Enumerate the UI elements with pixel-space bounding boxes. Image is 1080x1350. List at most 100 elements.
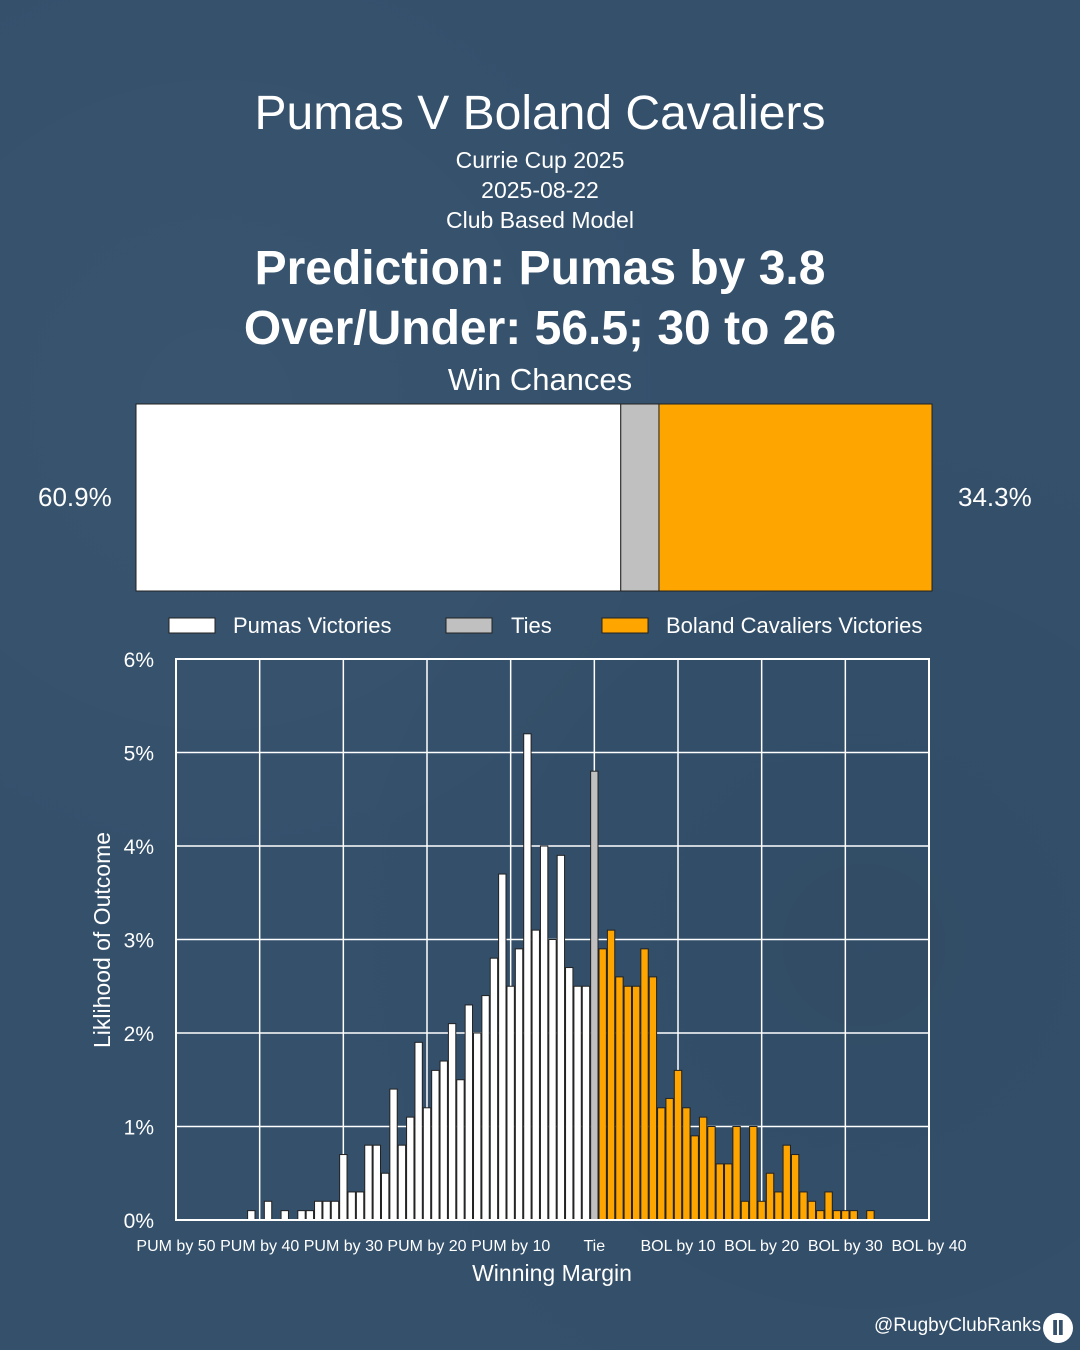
bar-boland bbox=[790, 1154, 800, 1221]
bar-boland bbox=[665, 1097, 674, 1221]
y-tick-label: 6% bbox=[124, 649, 154, 672]
bar-pumas bbox=[539, 845, 549, 1221]
bar-boland bbox=[690, 1135, 699, 1221]
bar-pumas bbox=[355, 1191, 365, 1221]
bar-pumas bbox=[380, 1172, 390, 1221]
bar-pumas bbox=[498, 873, 507, 1221]
bar-pumas bbox=[397, 1144, 407, 1221]
bar-pumas bbox=[364, 1144, 373, 1221]
bar-pumas bbox=[314, 1200, 323, 1221]
bar-pumas bbox=[422, 1107, 432, 1221]
bar-pumas bbox=[406, 1116, 415, 1221]
bar-boland bbox=[606, 929, 616, 1221]
bar-boland bbox=[673, 1069, 683, 1221]
bar-boland bbox=[757, 1200, 766, 1221]
model-label: Club Based Model bbox=[446, 207, 634, 233]
pumas-win-pct: 60.9% bbox=[38, 482, 112, 512]
x-tick-label: PUM by 40 bbox=[220, 1238, 299, 1255]
bar-boland bbox=[657, 1107, 666, 1221]
bar-boland bbox=[807, 1200, 817, 1221]
bar-boland bbox=[849, 1210, 858, 1221]
plot-frame bbox=[175, 658, 930, 1221]
x-tick-label: BOL by 30 bbox=[808, 1238, 883, 1255]
bar-pumas bbox=[531, 929, 540, 1221]
legend-label-boland: Boland Cavaliers Victories bbox=[666, 613, 922, 638]
x-tick-label: BOL by 10 bbox=[640, 1238, 715, 1255]
legend-swatch-ties bbox=[445, 617, 493, 634]
twitter-handle: @RugbyClubRanks bbox=[874, 1315, 1042, 1336]
legend: Pumas Victories Ties Boland Cavaliers Vi… bbox=[168, 613, 922, 638]
y-tick-labels: 0% 1% 2% 3% 4% 5% 6% bbox=[124, 649, 154, 1233]
legend-swatch-pumas bbox=[168, 617, 216, 634]
bar-boland bbox=[623, 985, 632, 1221]
y-tick-label: 2% bbox=[124, 1023, 154, 1046]
bar-pumas bbox=[514, 948, 524, 1221]
x-tick-label: PUM by 10 bbox=[471, 1238, 550, 1255]
x-tick-label: PUM by 30 bbox=[304, 1238, 383, 1255]
competition-label: Currie Cup 2025 bbox=[455, 147, 625, 173]
bar-pumas bbox=[506, 985, 515, 1221]
bar-boland bbox=[707, 1126, 716, 1221]
y-axis-label: Liklihood of Outcome bbox=[89, 832, 115, 1048]
bar-pumas bbox=[523, 733, 532, 1221]
bar-boland bbox=[832, 1210, 842, 1221]
win-chances-bar bbox=[135, 403, 933, 592]
bar-boland bbox=[732, 1126, 741, 1221]
x-tick-label: PUM by 50 bbox=[136, 1238, 215, 1255]
bar-boland bbox=[698, 1116, 708, 1221]
bar-boland bbox=[841, 1210, 850, 1221]
x-tick-label: BOL by 40 bbox=[891, 1238, 966, 1255]
bar-pumas bbox=[322, 1200, 331, 1221]
bar-pumas bbox=[431, 1069, 440, 1221]
bar-boland bbox=[648, 976, 658, 1221]
bar-pumas bbox=[389, 1088, 398, 1221]
brand-logo-icon: Ⅱ bbox=[1043, 1313, 1073, 1343]
y-tick-label: 5% bbox=[124, 743, 154, 766]
over-under-text: Over/Under: 56.5; 30 to 26 bbox=[243, 302, 837, 355]
bar-pumas bbox=[347, 1191, 356, 1221]
y-tick-label: 4% bbox=[124, 836, 154, 859]
match-date: 2025-08-22 bbox=[481, 177, 599, 203]
y-tick-label: 3% bbox=[124, 930, 154, 953]
ties-segment bbox=[620, 403, 660, 592]
bar-pumas bbox=[464, 1004, 474, 1221]
bar-pumas bbox=[456, 1079, 465, 1221]
bar-pumas bbox=[339, 1154, 348, 1221]
bar-boland bbox=[631, 985, 641, 1221]
bar-boland bbox=[740, 1200, 750, 1221]
bar-pumas bbox=[473, 1032, 482, 1221]
bar-boland bbox=[598, 948, 607, 1221]
bar-pumas bbox=[297, 1210, 306, 1221]
chart-bars bbox=[247, 733, 875, 1221]
pumas-win-segment bbox=[135, 403, 622, 592]
bar-pumas bbox=[414, 1041, 423, 1221]
bar-pumas bbox=[548, 939, 557, 1221]
bar-boland bbox=[682, 1107, 691, 1221]
bar-pumas bbox=[247, 1210, 256, 1221]
boland-win-pct: 34.3% bbox=[958, 482, 1032, 512]
legend-label-pumas: Pumas Victories bbox=[233, 613, 392, 638]
page-title: Pumas V Boland Cavaliers bbox=[254, 87, 826, 140]
bar-pumas bbox=[573, 985, 582, 1221]
bar-pumas bbox=[263, 1200, 273, 1221]
bar-boland bbox=[866, 1210, 875, 1221]
x-tick-label: BOL by 20 bbox=[724, 1238, 799, 1255]
bar-boland bbox=[824, 1191, 833, 1221]
bar-pumas bbox=[565, 967, 574, 1221]
bar-pumas bbox=[372, 1144, 381, 1221]
bar-boland bbox=[715, 1163, 725, 1221]
x-tick-labels: PUM by 50 PUM by 40 PUM by 30 PUM by 20 PUM … bbox=[136, 1238, 966, 1255]
bar-pumas bbox=[280, 1210, 289, 1221]
bar-boland bbox=[765, 1172, 775, 1221]
legend-label-ties: Ties bbox=[511, 613, 552, 638]
bar-boland bbox=[782, 1144, 791, 1221]
x-tick-label: PUM by 20 bbox=[387, 1238, 466, 1255]
bar-pumas bbox=[447, 1023, 457, 1221]
y-tick-label: 0% bbox=[124, 1210, 154, 1233]
y-tick-label: 1% bbox=[124, 1117, 154, 1140]
bar-boland bbox=[640, 948, 649, 1221]
bar-boland bbox=[749, 1126, 758, 1221]
bar-pumas bbox=[330, 1200, 340, 1221]
x-axis-label: Winning Margin bbox=[472, 1260, 632, 1286]
